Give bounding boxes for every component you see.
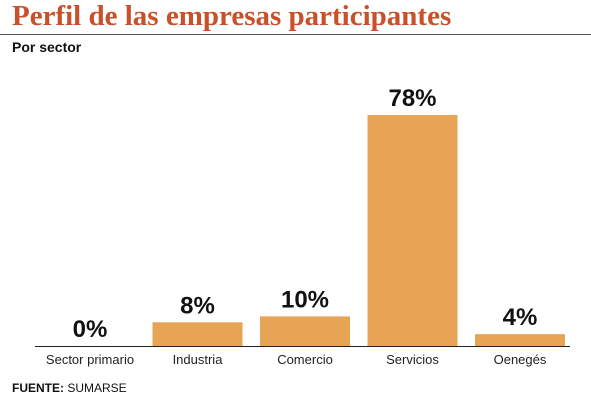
bar bbox=[475, 334, 565, 346]
tick-label: Servicios bbox=[386, 352, 439, 367]
data-label: 78% bbox=[388, 85, 436, 112]
data-label: 0% bbox=[73, 316, 108, 343]
source-label: FUENTE: bbox=[12, 381, 64, 395]
bar bbox=[260, 316, 350, 346]
tick-label: Sector primario bbox=[46, 352, 134, 367]
chart-title: Perfil de las empresas participantes bbox=[12, 0, 452, 32]
data-label: 10% bbox=[281, 286, 329, 313]
tick-label: Comercio bbox=[277, 352, 333, 367]
bar bbox=[152, 322, 243, 346]
title-divider bbox=[0, 34, 591, 35]
source-note: FUENTE: SUMARSE bbox=[12, 381, 127, 395]
chart-subtitle: Por sector bbox=[12, 39, 82, 55]
data-label: 8% bbox=[180, 292, 215, 319]
source-text: SUMARSE bbox=[67, 381, 127, 395]
tick-label: Oenegés bbox=[494, 352, 547, 367]
tick-label: Industria bbox=[173, 352, 224, 367]
bar bbox=[367, 115, 458, 346]
data-label: 4% bbox=[503, 304, 538, 331]
